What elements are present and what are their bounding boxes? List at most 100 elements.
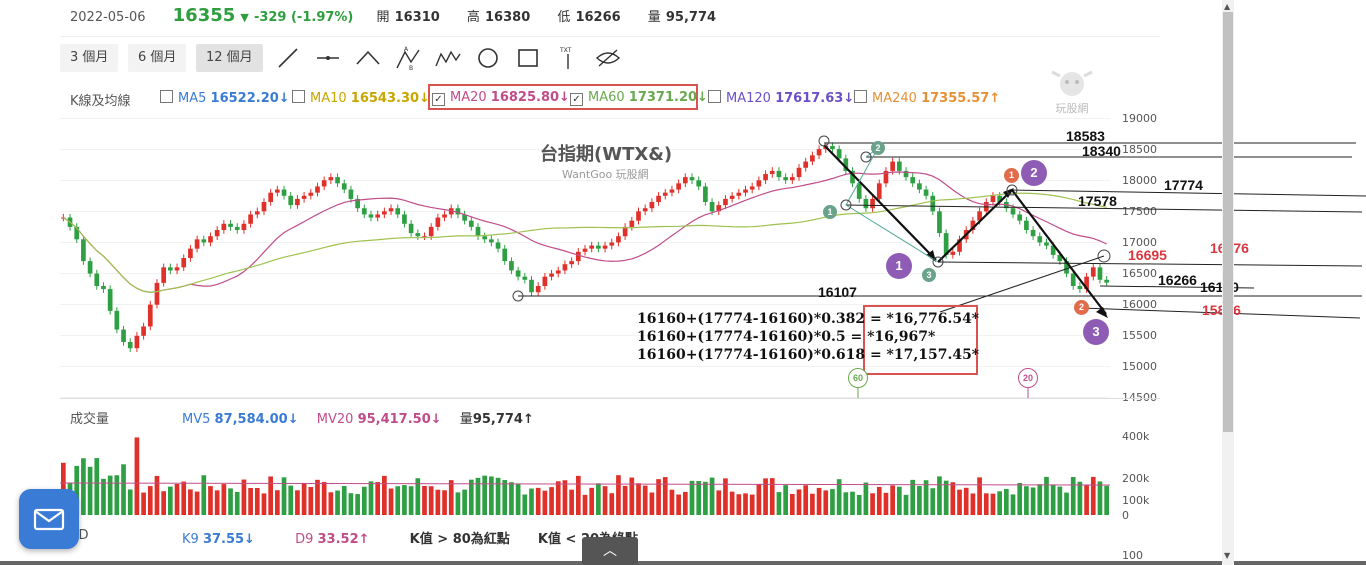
scroll-up-button[interactable]: ︿ [582,537,638,565]
fib-line-0618: 16160+(17774-16160)*0.618 = *17,157.45* [637,347,980,363]
candle-body [562,264,568,271]
level-label-17578: 17578 [1078,193,1117,209]
ma5-toggle[interactable]: MA5 16522.20↓ [160,90,290,106]
tab-3-months[interactable]: 3 個月 [60,44,119,72]
text-tool-icon[interactable]: TXT [554,44,582,72]
candle-body [997,195,1002,202]
level-label-16266: 16266 [1158,272,1197,288]
small-label-green-1: 1 [823,205,837,219]
candle-body [107,289,113,311]
candle-body [462,214,467,221]
volume-bar [281,477,287,515]
candle-body [863,198,869,209]
volume-bar [1030,487,1036,515]
scroll-down-arrow-icon[interactable]: ▼ [1224,551,1231,560]
volume-bar [489,476,494,515]
volume-bar [502,480,508,515]
candle-body [221,223,227,230]
horizontal-line-tool-icon[interactable] [314,44,342,72]
candle-body [1024,220,1029,230]
ma10-checkbox[interactable] [292,90,305,103]
volume-bar [1037,484,1043,515]
ma5-checkbox[interactable] [160,90,173,103]
volume-bar [562,480,568,515]
ma60-toggle[interactable]: ✓ MA60 17371.20↓ [570,90,708,106]
ma20-toggle[interactable]: ✓ MA20 16825.80↓ [432,90,570,106]
angle-tool-icon[interactable] [354,44,382,72]
circle-tool-icon[interactable] [474,44,502,72]
candle-body [743,189,748,193]
pivot-marker [818,135,830,147]
volume-bar [208,486,213,515]
ma240-toggle[interactable]: MA240 17355.57↑ [854,90,1000,106]
candle-body [1010,208,1016,215]
small-label-2: 2 [1074,300,1089,315]
volume-bar [830,489,835,515]
mail-icon [33,508,65,531]
candle-body [288,195,294,206]
scrollbar-thumb[interactable] [1223,12,1233,432]
volume-bar [462,489,467,515]
ma20-checkbox[interactable]: ✓ [432,93,445,106]
candle-body [883,170,889,184]
candle-body [147,304,153,327]
candle-body [295,198,300,206]
line-tool-icon[interactable] [274,44,302,72]
scroll-up-arrow-icon[interactable]: ▲ [1224,2,1231,11]
candle-body [361,208,367,215]
candle-body [281,189,287,196]
volume-bar [442,490,447,515]
mail-button[interactable] [19,489,79,549]
ma20-name: MA20 [450,90,487,105]
candle-body [535,286,541,293]
volume-bar [749,494,755,515]
kd-note-red: K值 > 80為紅點 [409,532,510,547]
candle-body [937,211,942,234]
volume-bar [676,494,681,515]
volume-bar [348,493,354,515]
tab-12-months[interactable]: 12 個月 [196,44,263,72]
ma5-name: MA5 [178,91,207,106]
candle-body [101,286,106,290]
candle-body [268,192,274,202]
candle-body [234,226,240,230]
ma60-name: MA60 [588,90,625,105]
ma120-checkbox[interactable] [708,90,721,103]
volume-bar [1044,476,1049,515]
volume-bar [910,479,916,515]
tab-6-months[interactable]: 6 個月 [128,44,187,72]
candle-body [482,236,488,240]
level-line [1011,189,1366,197]
candle-body [208,236,213,243]
hide-drawings-icon[interactable] [594,44,622,72]
volume-bar [1017,482,1023,515]
volume-bar [361,486,367,515]
candle-body [917,183,922,190]
ma10-toggle[interactable]: MA10 16543.30↓ [292,90,430,106]
candle-body [161,267,167,283]
volume-bar [201,475,207,515]
candle-body [830,146,835,150]
wave-arrow-1 [823,144,937,261]
candle-body [1084,276,1089,290]
k9-name: K9 [182,532,199,547]
vol-axis-200k: 200k [1122,472,1150,485]
ma60-checkbox[interactable]: ✓ [570,93,583,106]
ma120-toggle[interactable]: MA120 17617.63↓ [708,90,854,106]
candle-body [870,198,875,209]
candle-body [495,242,501,249]
volume-bar [896,486,902,515]
volume-bar [810,493,815,515]
wave-pattern-tool-icon[interactable] [434,44,462,72]
rectangle-tool-icon[interactable] [514,44,542,72]
ma240-checkbox[interactable] [854,90,867,103]
candle-body [1030,230,1036,237]
candle-body [856,183,862,199]
volume-bar [188,489,193,515]
candle-body [749,186,755,190]
volume-bar [903,494,909,515]
candle-body [515,270,521,277]
candle-body [341,183,347,190]
brand-logo: 玩股網 [1040,70,1104,115]
